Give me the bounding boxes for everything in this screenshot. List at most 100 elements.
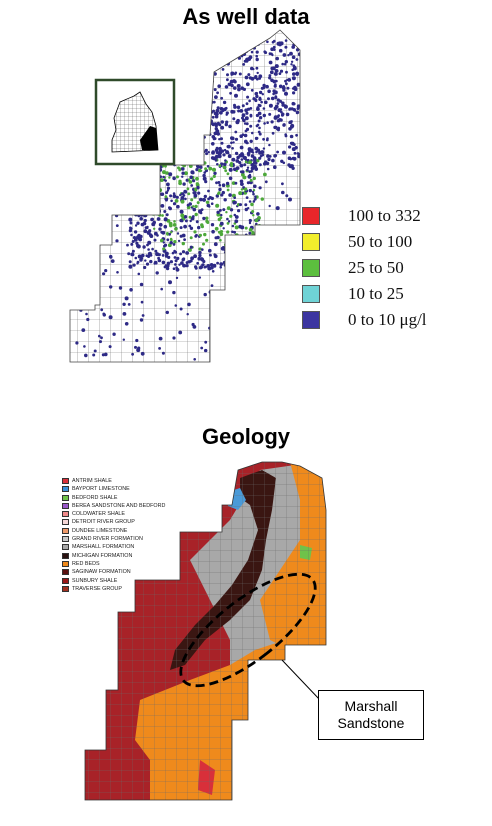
michigan-inset-map xyxy=(94,78,176,166)
well-dot xyxy=(288,107,292,111)
well-dot xyxy=(84,353,88,358)
well-dot xyxy=(173,240,177,244)
well-dot xyxy=(227,144,231,149)
well-dot xyxy=(270,120,274,124)
well-dot xyxy=(247,73,251,77)
well-dot xyxy=(225,111,229,115)
well-dot xyxy=(116,271,119,274)
well-dot xyxy=(254,136,259,141)
well-dot xyxy=(249,178,253,182)
well-dot xyxy=(169,194,173,198)
legend-swatch xyxy=(62,478,69,484)
well-dot xyxy=(158,227,162,231)
well-dot xyxy=(181,241,185,246)
well-dot xyxy=(197,191,201,195)
well-dot xyxy=(230,73,233,76)
well-dot xyxy=(278,48,283,53)
well-dot xyxy=(284,39,288,42)
well-dot xyxy=(193,230,197,234)
well-dot xyxy=(147,251,152,256)
legend-label: RED BEDS xyxy=(72,560,100,567)
well-dot xyxy=(220,162,224,166)
well-dot xyxy=(153,227,156,230)
well-dot xyxy=(254,91,259,96)
well-dot xyxy=(281,190,285,195)
well-dot xyxy=(236,105,241,110)
well-dot xyxy=(297,154,300,159)
well-dot xyxy=(136,244,140,248)
well-dot xyxy=(100,336,103,340)
well-dot xyxy=(164,164,167,168)
well-dot xyxy=(163,210,167,213)
well-dot xyxy=(98,334,101,338)
well-dot xyxy=(239,203,242,207)
well-dot xyxy=(292,72,296,76)
legend-label: MICHIGAN FORMATION xyxy=(72,552,133,559)
well-dot xyxy=(168,232,171,236)
well-dot xyxy=(293,87,298,92)
well-dot xyxy=(272,48,276,51)
well-dot xyxy=(196,201,200,205)
well-dot xyxy=(86,317,90,322)
well-dot xyxy=(222,208,226,212)
well-dot xyxy=(204,340,208,344)
well-dot xyxy=(176,256,180,260)
well-dot xyxy=(223,162,227,167)
well-dot xyxy=(255,50,259,54)
well-dot xyxy=(207,189,210,193)
well-dot xyxy=(250,202,254,207)
well-dot xyxy=(212,174,216,178)
well-dot xyxy=(102,312,106,316)
well-dot xyxy=(190,198,194,202)
well-dot xyxy=(130,242,134,246)
well-dot xyxy=(268,103,273,108)
well-dot xyxy=(75,341,79,345)
well-dot xyxy=(202,216,206,221)
well-dot xyxy=(295,111,299,115)
well-dot xyxy=(166,261,171,266)
well-dot xyxy=(279,69,284,73)
well-dot xyxy=(172,243,176,246)
well-dot xyxy=(198,168,202,173)
well-dot xyxy=(137,254,142,259)
well-dot xyxy=(266,121,269,124)
well-dot xyxy=(253,197,257,201)
well-dot xyxy=(226,206,231,211)
well-dot xyxy=(184,197,187,201)
well-dot xyxy=(210,177,214,181)
well-dot xyxy=(276,102,280,105)
well-dot xyxy=(262,137,265,141)
well-dot xyxy=(214,124,218,128)
well-dot xyxy=(265,84,269,89)
well-dot xyxy=(230,141,233,145)
well-dot xyxy=(213,171,217,175)
well-dot xyxy=(144,226,148,230)
well-dot xyxy=(277,128,280,132)
well-dot xyxy=(203,194,207,199)
well-dot xyxy=(252,214,255,217)
legend-label: BEDFORD SHALE xyxy=(72,494,118,501)
well-dot xyxy=(271,53,274,57)
well-dot xyxy=(224,85,229,89)
well-dot xyxy=(211,122,216,127)
well-dot xyxy=(220,141,224,145)
well-dot xyxy=(128,260,132,264)
well-dot xyxy=(241,172,245,177)
legend-swatch-cyan xyxy=(302,285,320,303)
legend-label: MARSHALL FORMATION xyxy=(72,544,135,551)
well-dot xyxy=(276,98,280,102)
well-dot xyxy=(250,88,254,92)
well-dot xyxy=(184,171,188,176)
well-dot xyxy=(163,217,168,222)
well-dot xyxy=(168,172,173,177)
well-dot xyxy=(277,108,282,113)
well-dot xyxy=(158,347,162,350)
well-dot xyxy=(166,238,170,242)
well-dot xyxy=(274,154,278,158)
well-dot xyxy=(258,126,261,130)
well-dot xyxy=(287,156,292,160)
well-dot xyxy=(221,68,225,71)
well-dot xyxy=(269,70,274,75)
well-dot xyxy=(129,288,133,292)
well-dot xyxy=(231,181,236,186)
